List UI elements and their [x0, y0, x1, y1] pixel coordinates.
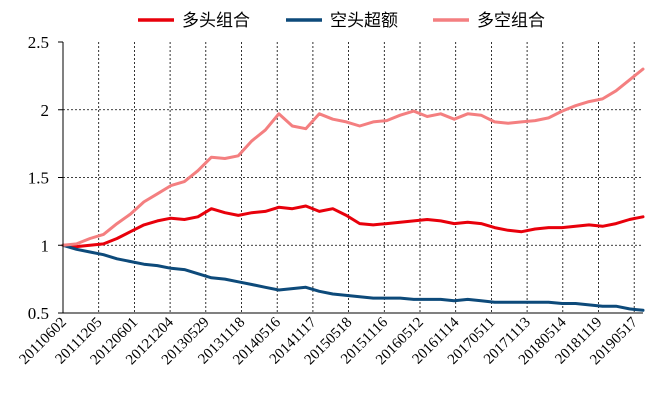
y-tick-label: 2 [41, 101, 50, 120]
legend: 多头组合 空头超额 多空组合 [138, 11, 545, 31]
y-tick-label: 1.5 [28, 169, 49, 188]
y-tick-label: 2.5 [28, 33, 49, 52]
y-tick-label: 1 [41, 236, 50, 255]
grid [63, 42, 643, 313]
series-layer [61, 67, 645, 312]
series-line-2 [61, 67, 645, 247]
series-line-0 [61, 204, 645, 249]
series-line-1 [61, 243, 645, 312]
legend-label-2: 多空组合 [477, 11, 545, 31]
legend-label-1: 空头超额 [330, 11, 398, 31]
axes: 0.511.522.520110602201112052012060120121… [16, 33, 643, 368]
legend-label-0: 多头组合 [182, 11, 250, 31]
y-tick-label: 0.5 [28, 304, 49, 323]
